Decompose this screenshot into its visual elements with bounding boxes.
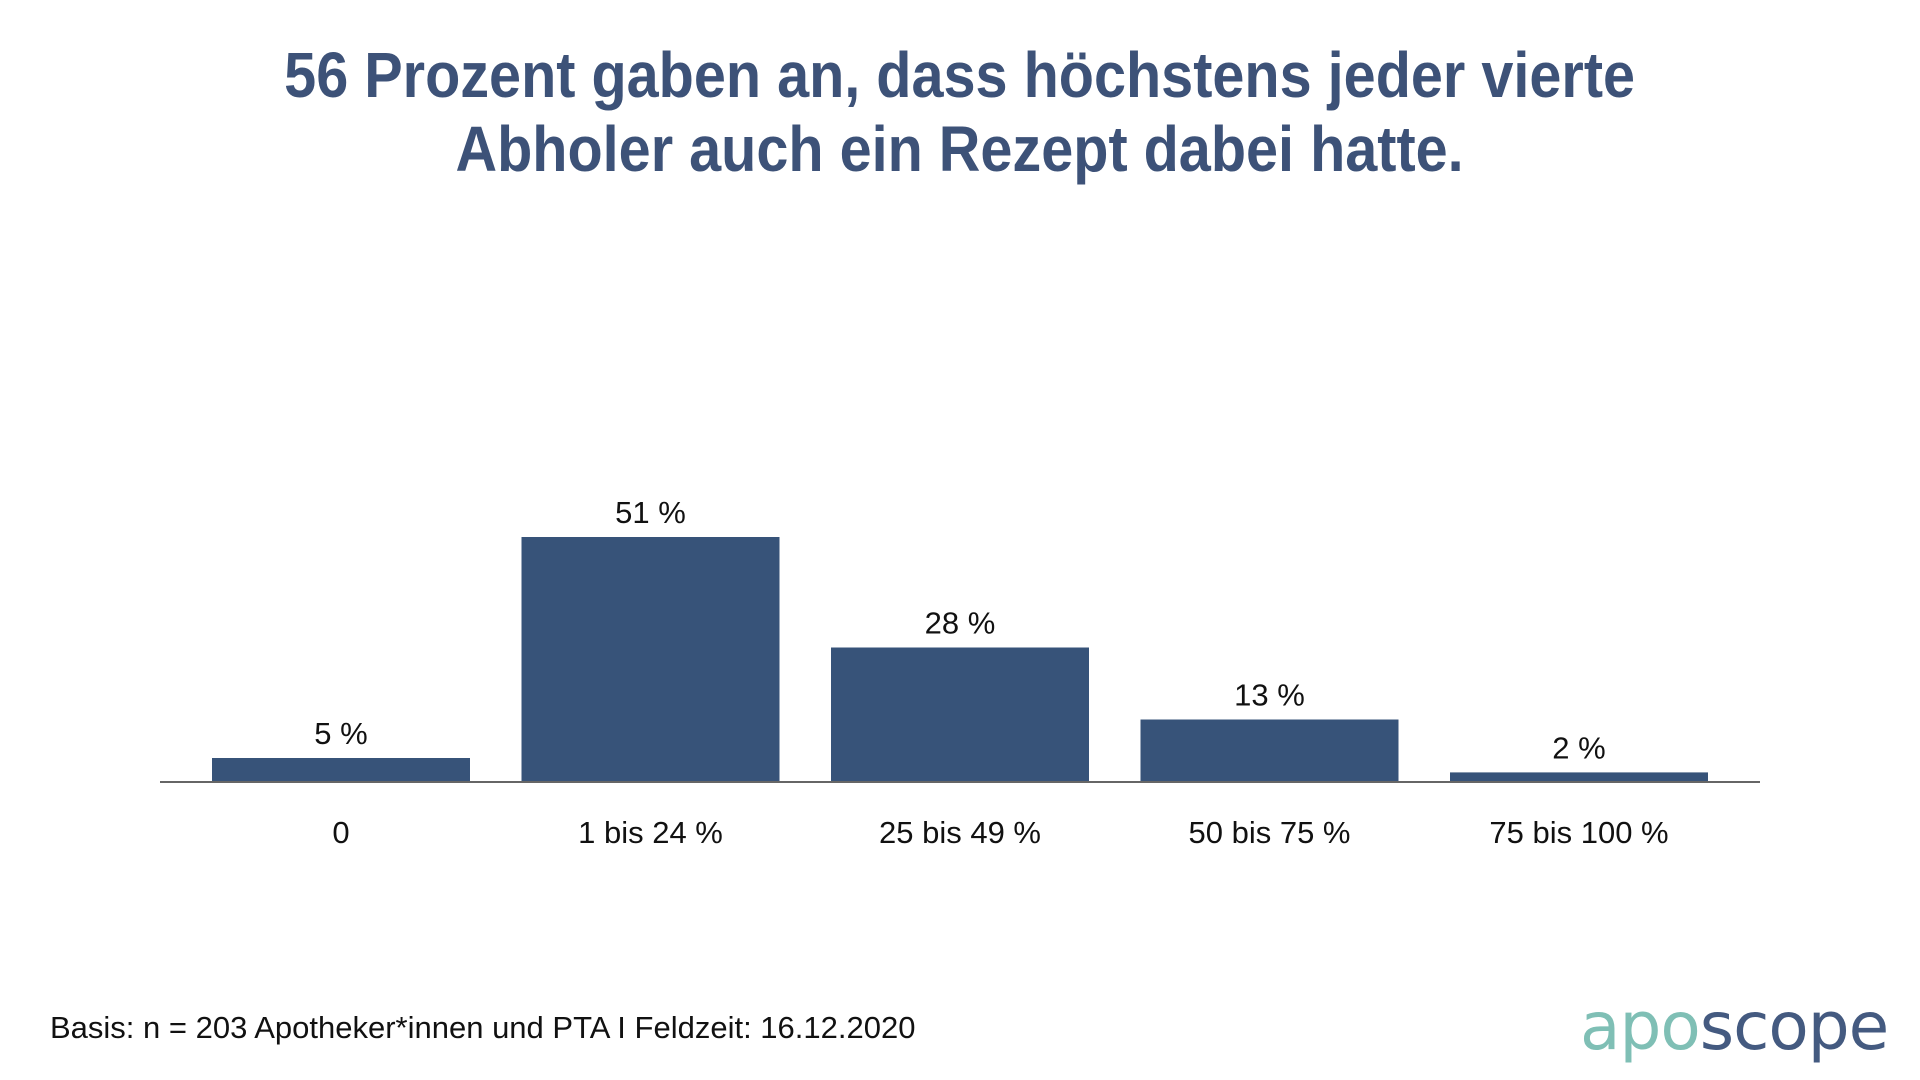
chart-title: 56 Prozent gaben an, dass höchstens jede… — [0, 38, 1920, 186]
logo-part-scope: scope — [1699, 988, 1890, 1065]
footnote-basis: Basis: n = 203 Apotheker*innen und PTA I… — [50, 1010, 916, 1045]
category-label-5: 75 bis 100 % — [1489, 815, 1668, 850]
bar-2 — [521, 537, 780, 782]
bar-5 — [1450, 772, 1708, 782]
value-label-4: 13 % — [1234, 678, 1305, 713]
bar-3 — [831, 647, 1089, 782]
title-line-2: Abholer auch ein Rezept dabei hatte. — [455, 113, 1464, 185]
value-label-5: 2 % — [1552, 730, 1605, 765]
aposcope-logo: aposcope — [1580, 988, 1890, 1065]
bar-4 — [1140, 719, 1399, 782]
value-labels-group: 5 % 51 % 28 % 13 % 2 % — [314, 495, 1605, 765]
category-label-1: 0 — [332, 815, 349, 850]
value-label-2: 51 % — [615, 495, 686, 530]
logo-part-apo: apo — [1580, 988, 1701, 1065]
category-label-4: 50 bis 75 % — [1189, 815, 1351, 850]
value-label-3: 28 % — [925, 606, 996, 641]
category-label-2: 1 bis 24 % — [578, 815, 723, 850]
bars-group — [212, 537, 1708, 782]
title-line-1: 56 Prozent gaben an, dass höchstens jede… — [284, 39, 1636, 111]
category-label-3: 25 bis 49 % — [879, 815, 1041, 850]
category-labels-group: 0 1 bis 24 % 25 bis 49 % 50 bis 75 % 75 bis … — [332, 815, 1668, 850]
bar-1 — [212, 758, 470, 782]
value-label-1: 5 % — [314, 716, 367, 751]
